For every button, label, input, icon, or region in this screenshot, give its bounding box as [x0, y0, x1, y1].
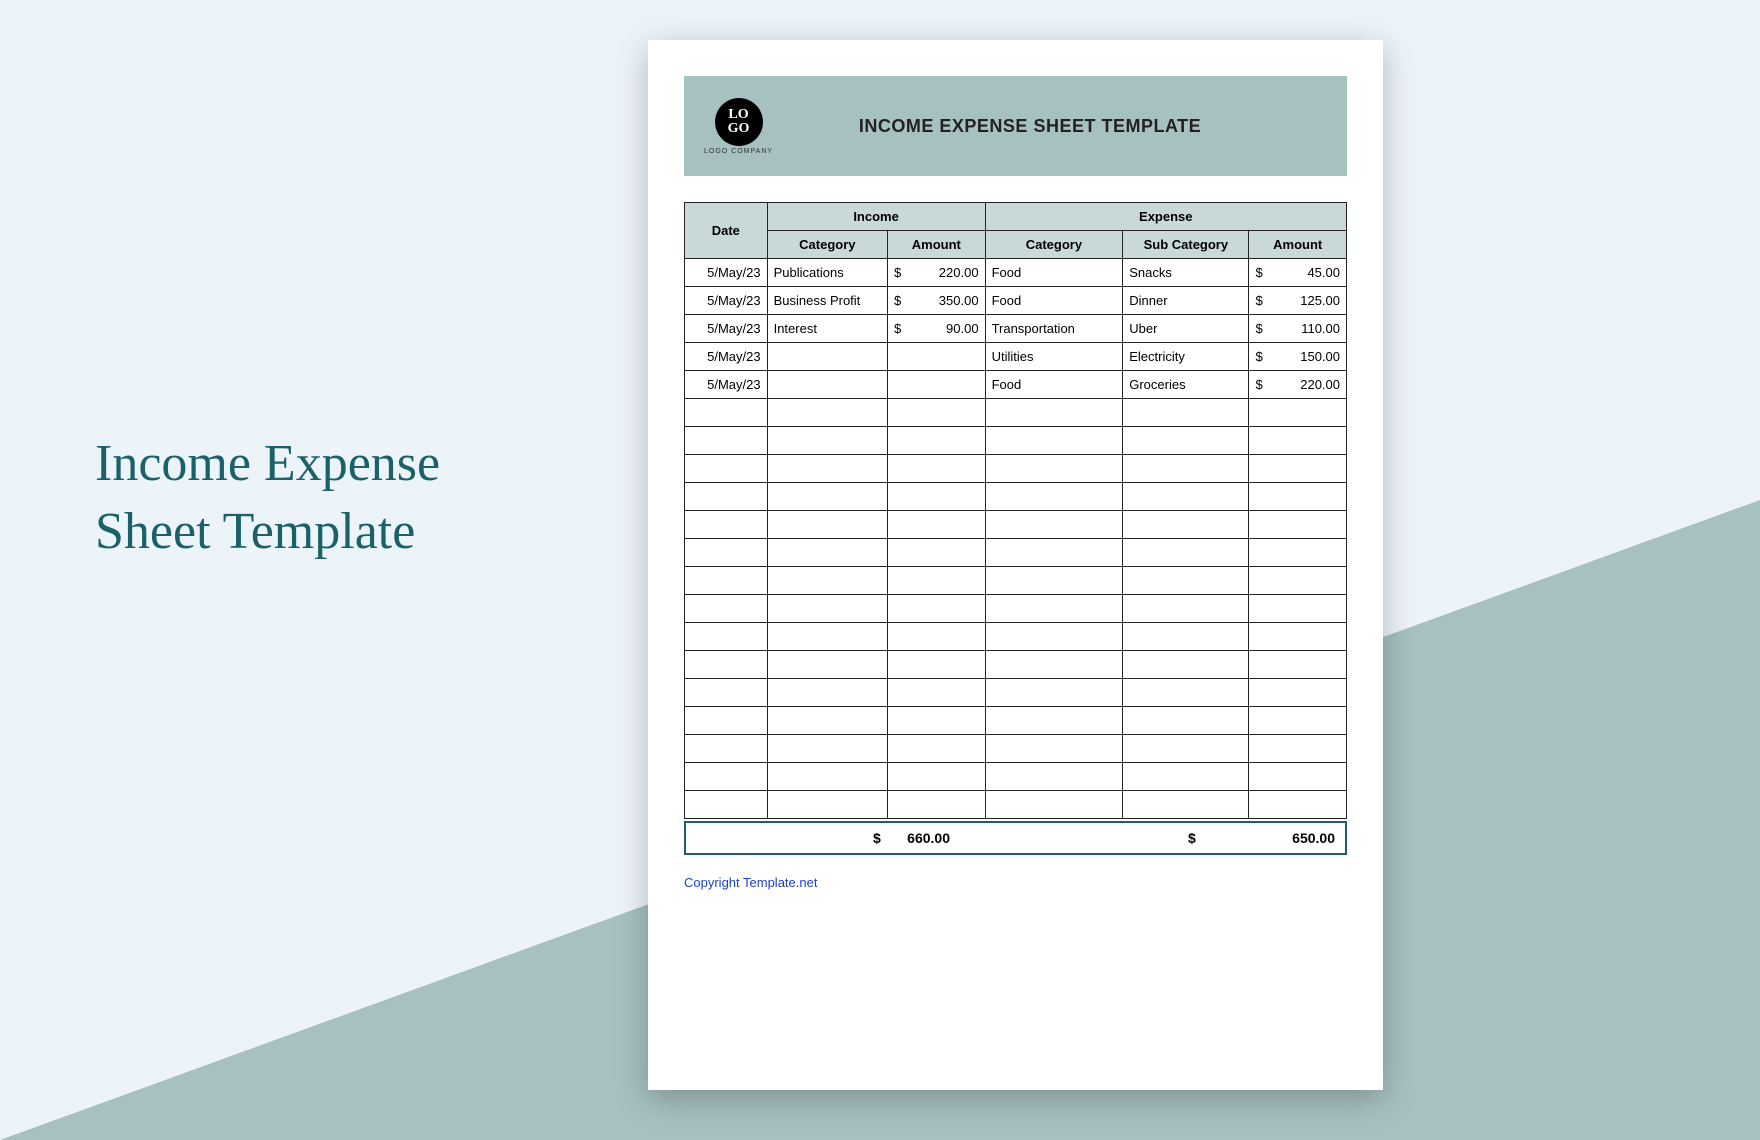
page-title: Income Expense Sheet Template: [95, 430, 440, 565]
table-row-empty: [685, 595, 1347, 623]
logo-subtext: LOGO COMPANY: [704, 148, 773, 155]
table-row: 5/May/23Publications$220.00FoodSnacks$45…: [685, 259, 1347, 287]
table-row-empty: [685, 707, 1347, 735]
table-row: 5/May/23Business Profit$350.00FoodDinner…: [685, 287, 1347, 315]
header-income-category: Category: [767, 231, 887, 259]
table-row: 5/May/23FoodGroceries$220.00: [685, 371, 1347, 399]
currency-symbol: $: [1188, 830, 1196, 846]
total-income: 660.00: [907, 830, 950, 846]
title-line-2: Sheet Template: [95, 498, 440, 566]
header-date: Date: [685, 203, 768, 259]
title-line-1: Income Expense: [95, 430, 440, 498]
total-expense: 650.00: [1292, 830, 1335, 846]
expense-table: Date Income Expense Category Amount Cate…: [684, 202, 1347, 819]
table-row: 5/May/23Interest$90.00TransportationUber…: [685, 315, 1347, 343]
header-income-amount: Amount: [888, 231, 986, 259]
table-row-empty: [685, 651, 1347, 679]
table-row-empty: [685, 623, 1347, 651]
table-row-empty: [685, 735, 1347, 763]
logo: LO GO LOGO COMPANY: [704, 98, 773, 155]
header-expense-amount: Amount: [1249, 231, 1347, 259]
totals-row: $ 660.00 $ 650.00: [684, 821, 1347, 855]
table-row-empty: [685, 511, 1347, 539]
banner-title: INCOME EXPENSE SHEET TEMPLATE: [773, 116, 1327, 137]
table-row-empty: [685, 455, 1347, 483]
currency-symbol: $: [873, 830, 881, 846]
table-row: 5/May/23UtilitiesElectricity$150.00: [685, 343, 1347, 371]
copyright-link[interactable]: Copyright Template.net: [684, 875, 1347, 890]
table-row-empty: [685, 427, 1347, 455]
header-expense: Expense: [985, 203, 1346, 231]
table-row-empty: [685, 763, 1347, 791]
document-sheet: LO GO LOGO COMPANY INCOME EXPENSE SHEET …: [648, 40, 1383, 1090]
table-row-empty: [685, 791, 1347, 819]
header-expense-category: Category: [985, 231, 1123, 259]
header-expense-subcategory: Sub Category: [1123, 231, 1249, 259]
table-row-empty: [685, 399, 1347, 427]
logo-icon: LO GO: [715, 98, 763, 146]
table-row-empty: [685, 539, 1347, 567]
header-income: Income: [767, 203, 985, 231]
table-row-empty: [685, 679, 1347, 707]
header-banner: LO GO LOGO COMPANY INCOME EXPENSE SHEET …: [684, 76, 1347, 176]
table-row-empty: [685, 483, 1347, 511]
table-row-empty: [685, 567, 1347, 595]
